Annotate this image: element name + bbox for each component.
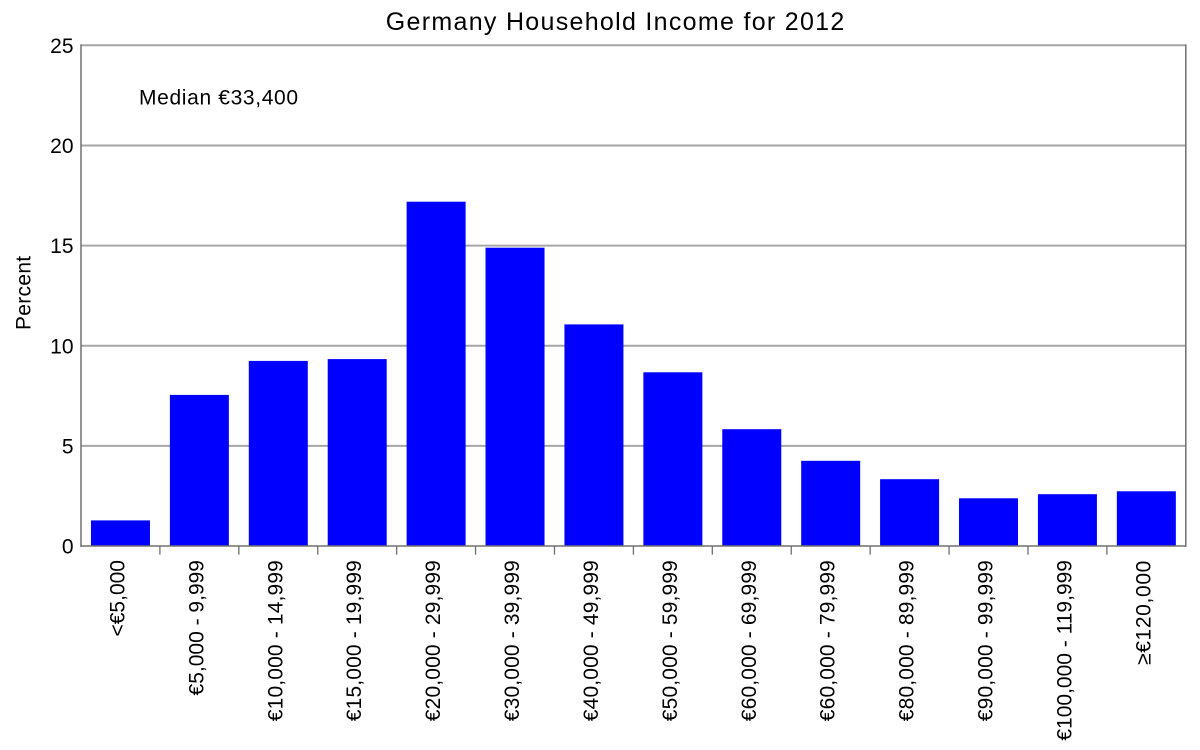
svg-text:€60,000 - 69,999: €60,000 - 69,999: [738, 560, 761, 721]
svg-text:20: 20: [50, 135, 73, 158]
svg-text:€100,000 - 119,999: €100,000 - 119,999: [1053, 560, 1076, 741]
svg-text:≥€120,000: ≥€120,000: [1132, 560, 1155, 665]
svg-text:€30,000 - 39,999: €30,000 - 39,999: [501, 560, 524, 721]
svg-text:€50,000 - 59,999: €50,000 - 59,999: [659, 560, 682, 721]
svg-text:25: 25: [50, 35, 73, 58]
svg-text:€20,000 - 29,999: €20,000 - 29,999: [422, 560, 445, 721]
svg-text:€5,000 - 9,999: €5,000 - 9,999: [185, 560, 208, 695]
svg-text:€90,000 - 99,999: €90,000 - 99,999: [975, 560, 998, 721]
svg-text:5: 5: [62, 436, 74, 459]
svg-text:€80,000 - 89,999: €80,000 - 89,999: [896, 560, 919, 721]
svg-text:10: 10: [50, 335, 73, 358]
svg-text:Germany Household Income for 2: Germany Household Income for 2012: [386, 8, 846, 36]
svg-text:15: 15: [50, 235, 73, 258]
svg-text:Median €33,400: Median €33,400: [139, 87, 299, 110]
svg-text:€60,000 - 79,999: €60,000 - 79,999: [817, 560, 840, 721]
svg-text:€15,000 - 19,999: €15,000 - 19,999: [343, 560, 366, 721]
svg-text:€40,000 - 49,999: €40,000 - 49,999: [580, 560, 603, 721]
svg-text:<€5,000: <€5,000: [106, 560, 129, 637]
svg-text:€10,000 - 14,999: €10,000 - 14,999: [264, 560, 287, 721]
svg-text:0: 0: [62, 536, 74, 559]
svg-text:Percent: Percent: [13, 256, 36, 330]
